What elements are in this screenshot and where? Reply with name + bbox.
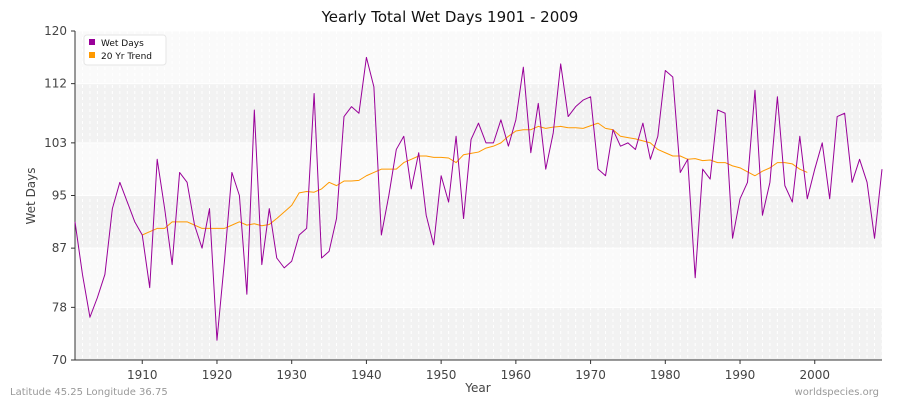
x-tick-label: 1990 — [725, 368, 756, 382]
x-tick-labels: 1910 1920 1930 1940 1950 1960 1970 1980 1990 2000 — [127, 360, 830, 382]
series-line-20yr-trend — [142, 122, 808, 236]
y-axis-label: Wet Days — [24, 167, 38, 224]
legend-swatch-trend — [89, 52, 95, 58]
x-tick-label: 1980 — [650, 368, 681, 382]
y-tick-labels: 70 78 87 95 103 112 120 — [44, 24, 75, 367]
y-tick-label: 120 — [44, 24, 67, 38]
y-tick-label: 87 — [52, 241, 67, 255]
legend-label-trend: 20 Yr Trend — [101, 52, 152, 62]
x-tick-label: 1960 — [501, 368, 532, 382]
y-tick-label: 70 — [52, 353, 67, 367]
y-tick-label: 78 — [52, 300, 67, 314]
x-tick-label: 1920 — [202, 368, 233, 382]
series-line-wet-days — [74, 56, 883, 341]
y-tick-label: 112 — [44, 77, 67, 91]
y-tick-label: 95 — [52, 189, 67, 203]
chart-title: Yearly Total Wet Days 1901 - 2009 — [321, 8, 579, 26]
footer-source: worldspecies.org — [795, 387, 879, 398]
x-tick-label: 1950 — [426, 368, 457, 382]
legend-box — [83, 34, 167, 66]
legend-swatch-wet-days — [89, 39, 95, 45]
legend: Wet Days 20 Yr Trend — [83, 34, 167, 66]
x-tick-label: 1930 — [276, 368, 307, 382]
legend-label-wet-days: Wet Days — [101, 39, 144, 49]
gridlines — [74, 30, 883, 361]
band-2 — [75, 195, 882, 249]
x-tick-label: 2000 — [799, 368, 830, 382]
footer-coordinates: Latitude 45.25 Longitude 36.75 — [10, 387, 168, 398]
x-axis-label: Year — [464, 381, 490, 395]
y-tick-label: 103 — [44, 136, 67, 150]
series-layer — [74, 56, 883, 341]
x-tick-label: 1940 — [351, 368, 382, 382]
x-tick-label: 1910 — [127, 368, 158, 382]
x-tick-label: 1970 — [575, 368, 606, 382]
